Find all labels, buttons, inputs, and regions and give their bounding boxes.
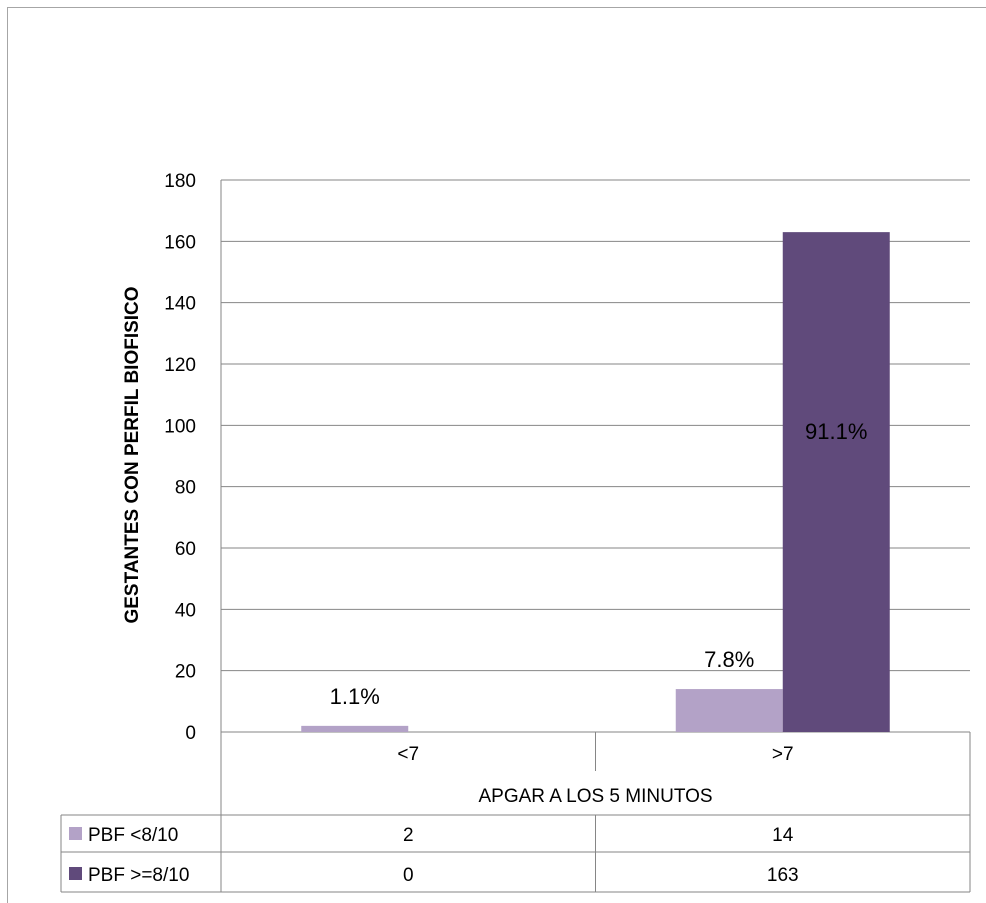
chart-frame [7, 7, 986, 903]
y-tick-label: 80 [175, 478, 196, 499]
legend-label: PBF <8/10 [88, 825, 178, 846]
data-label: 1.1% [330, 684, 380, 709]
y-tick-label: 180 [164, 171, 196, 192]
y-axis-label: GESTANTES CON PERFIL BIOFISICO [122, 286, 143, 623]
bars [301, 232, 890, 732]
x-tick-label: >7 [772, 744, 794, 765]
table-cell: 2 [403, 825, 414, 846]
bar [301, 725, 409, 732]
y-tick-label: 60 [175, 539, 196, 560]
legend-label: PBF >=8/10 [88, 865, 189, 886]
y-tick-label: 100 [164, 416, 196, 437]
x-tick-label: <7 [397, 744, 419, 765]
y-tick-label: 140 [164, 294, 196, 315]
table-cell: 0 [403, 865, 414, 886]
data-labels: 1.1% 7.8% 91.1% [330, 419, 868, 709]
table-cell: 163 [767, 865, 799, 886]
bar [675, 689, 783, 732]
y-tick-label: 40 [175, 600, 196, 621]
data-table: <7 >7 APGAR A LOS 5 MINUTOS PBF <8/10 2 14 PBF… [60, 732, 971, 893]
table-cell: 14 [772, 825, 794, 846]
bar [782, 232, 890, 732]
y-tick-label: 120 [164, 355, 196, 376]
y-axis-ticks: 0 20 40 60 80 100 120 140 160 180 [164, 171, 196, 744]
legend-key [69, 867, 82, 880]
y-tick-label: 0 [185, 723, 196, 744]
data-label: 91.1% [805, 419, 867, 444]
y-tick-label: 160 [164, 232, 196, 253]
x-axis-label: APGAR A LOS 5 MINUTOS [478, 786, 712, 807]
data-label: 7.8% [704, 647, 754, 672]
legend-key [69, 827, 82, 840]
y-tick-label: 20 [175, 662, 196, 683]
